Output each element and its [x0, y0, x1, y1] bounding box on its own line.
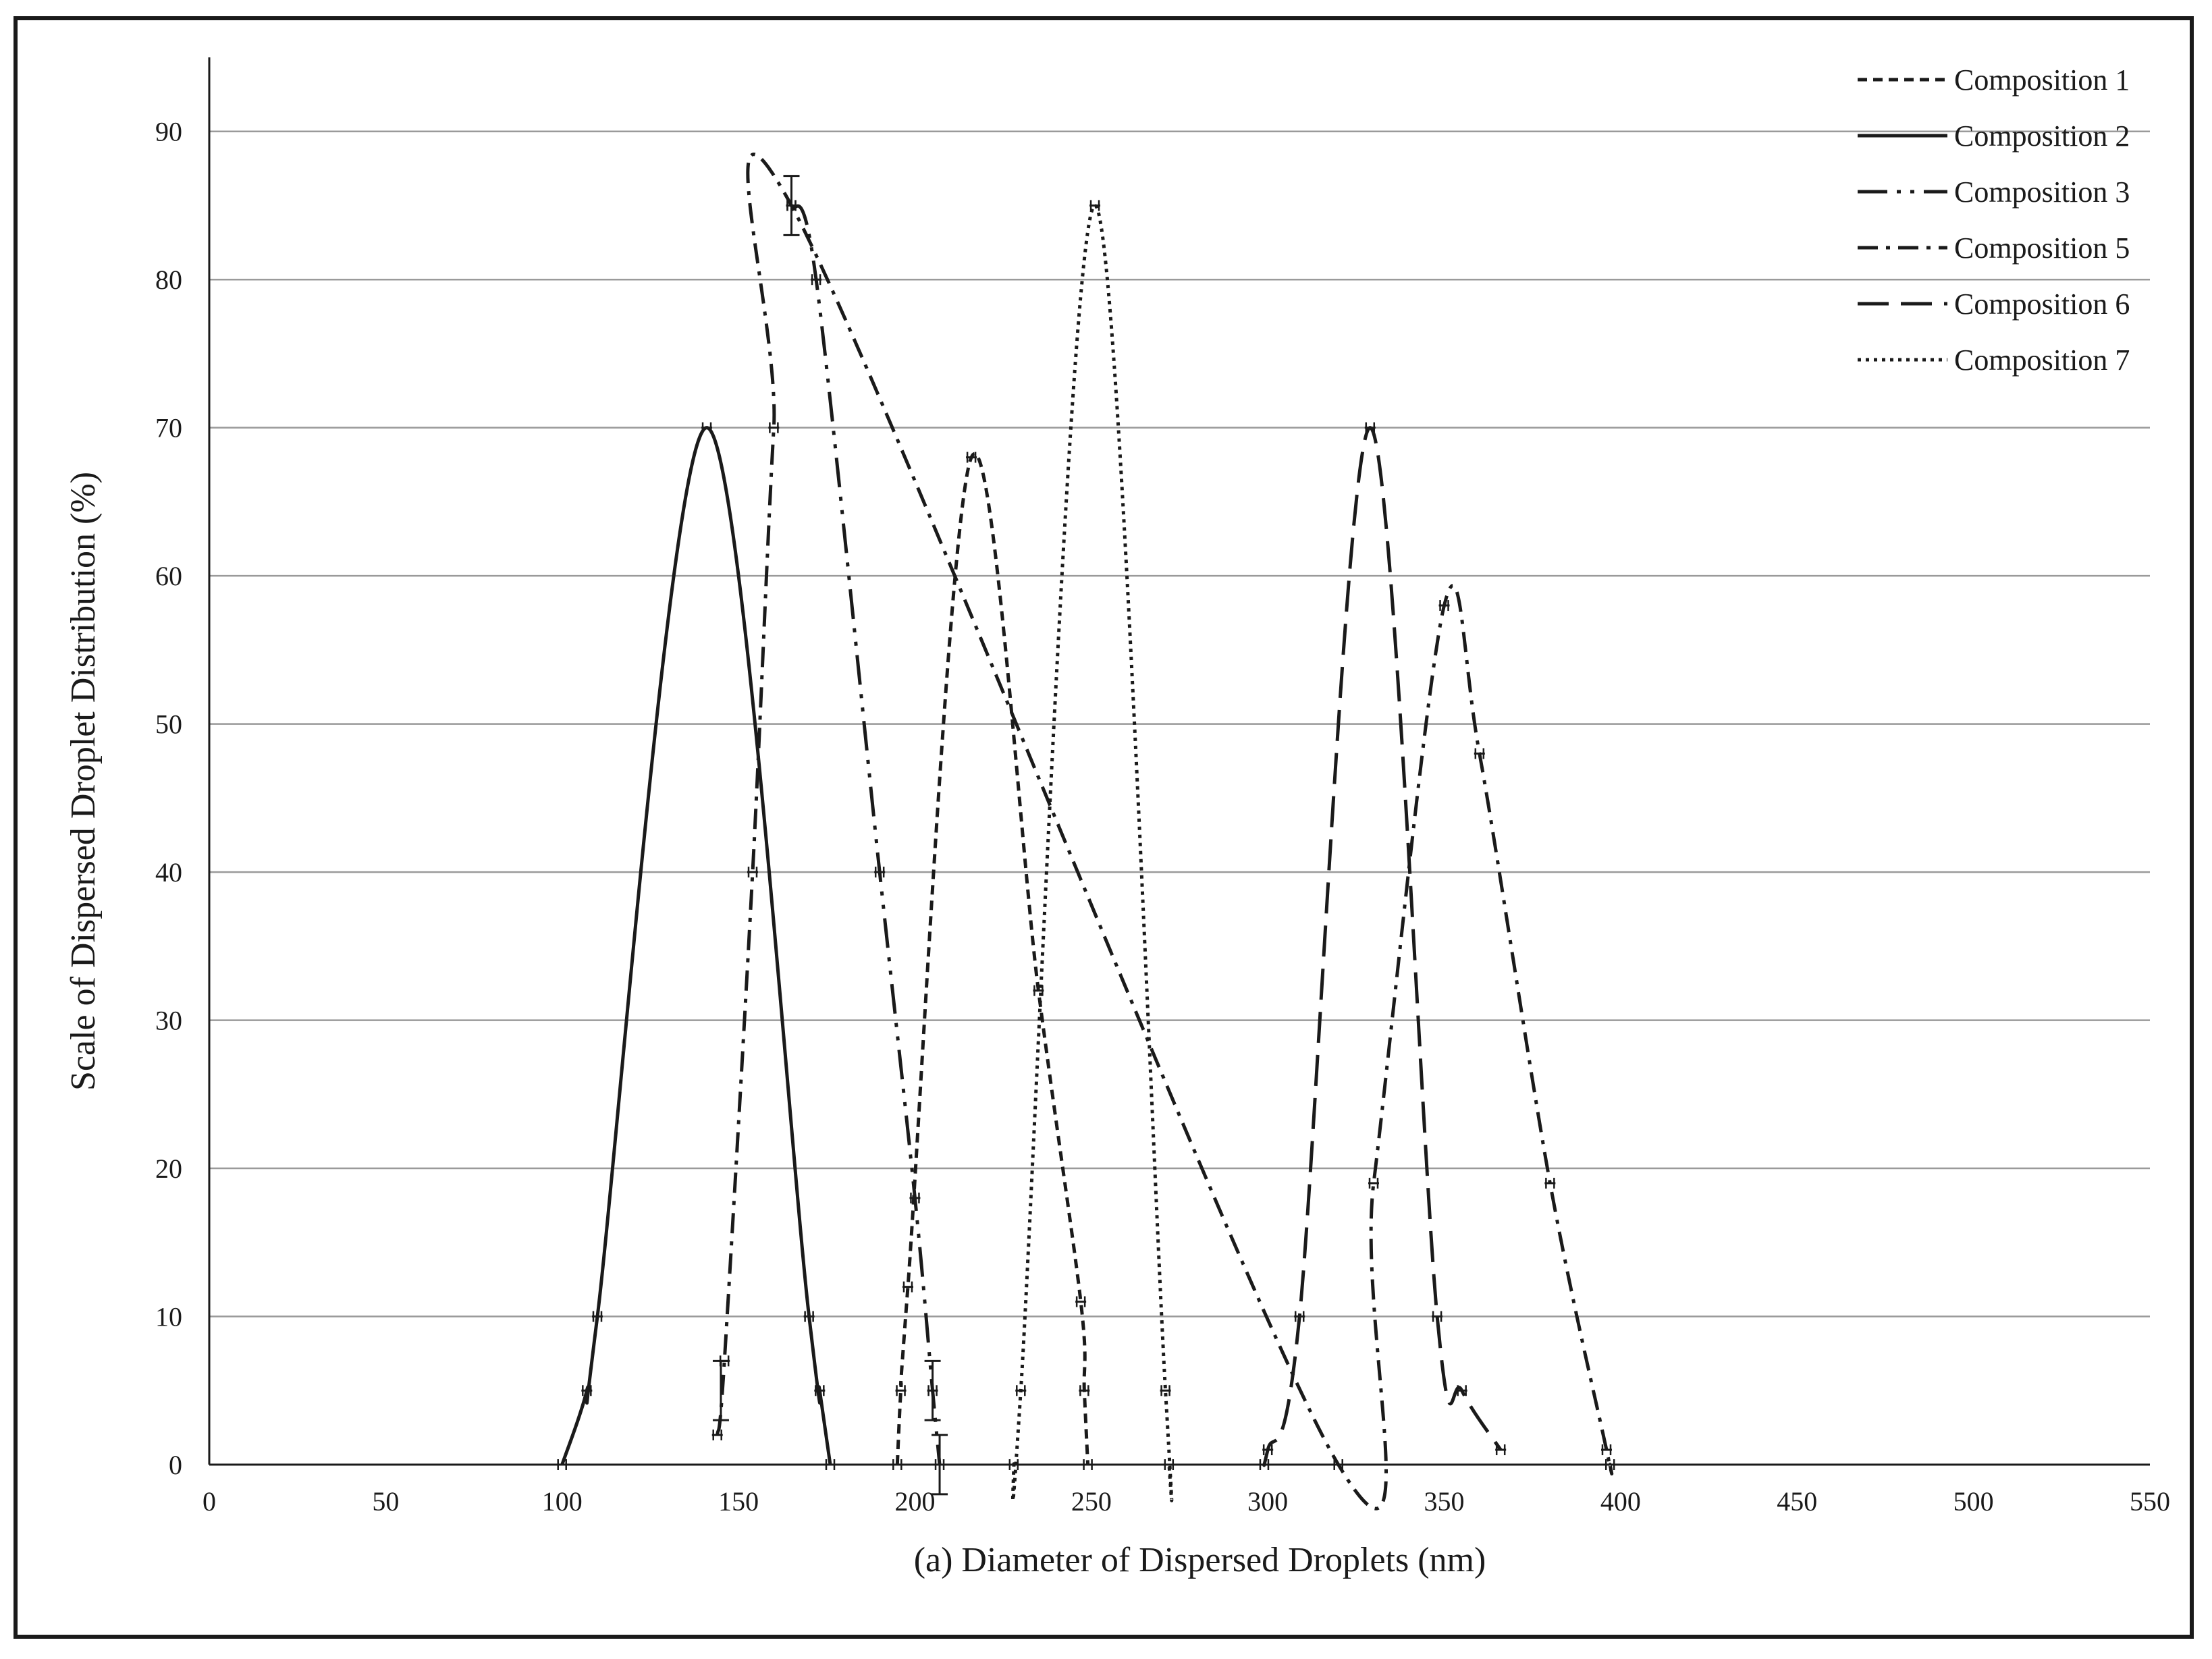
- series-line-4: [716, 153, 1614, 1511]
- x-tick-label: 250: [1071, 1486, 1112, 1517]
- legend-label-5: Composition 6: [1954, 288, 2130, 321]
- series-line-2: [560, 426, 832, 1465]
- y-tick-label: 30: [155, 1006, 182, 1036]
- series-lines: [556, 153, 1616, 1511]
- y-tick-label: 50: [155, 709, 182, 740]
- series-line-5: [1262, 426, 1503, 1467]
- legend-label-4: Composition 5: [1954, 232, 2130, 265]
- y-tick-label: 80: [155, 265, 182, 295]
- y-axis-title: Scale of Dispersed Droplet Distribution …: [64, 472, 103, 1091]
- grid-lines: [209, 130, 2150, 1317]
- x-tick-label: 300: [1247, 1486, 1288, 1517]
- y-tick-label: 90: [155, 117, 182, 147]
- legend-label-3: Composition 3: [1954, 175, 2130, 209]
- legend-label-1: Composition 1: [1954, 63, 2130, 97]
- series-line-3: [790, 204, 942, 1465]
- series-line-6: [1010, 203, 1174, 1502]
- legend-label-2: Composition 2: [1954, 119, 2130, 153]
- tick-labels: 0 10 20 30 40 50 60 70 80 90 0 50 100 150 200 250 300 350…: [155, 117, 2170, 1517]
- legend: Composition 1 Composition 2 Composition 3 C…: [1858, 63, 2130, 377]
- y-tick-label: 70: [155, 413, 182, 443]
- x-tick-label: 500: [1953, 1486, 1994, 1517]
- x-tick-label: 350: [1424, 1486, 1465, 1517]
- x-axis-title: (a) Diameter of Dispersed Droplets (nm): [914, 1541, 1486, 1579]
- y-tick-label: 20: [155, 1153, 182, 1184]
- chart-frame: [14, 16, 2194, 1639]
- series-line-1: [895, 452, 1090, 1465]
- y-tick-label: 60: [155, 561, 182, 591]
- y-tick-label: 40: [155, 857, 182, 888]
- axes: [208, 57, 2150, 1466]
- x-tick-label: 550: [2130, 1486, 2170, 1517]
- x-tick-label: 100: [542, 1486, 583, 1517]
- error-bars: [712, 175, 948, 1496]
- x-tick-label: 400: [1600, 1486, 1641, 1517]
- x-tick-label: 450: [1777, 1486, 1817, 1517]
- legend-label-6: Composition 7: [1954, 344, 2130, 377]
- y-tick-label: 10: [155, 1302, 182, 1332]
- x-tick-label: 0: [203, 1486, 216, 1517]
- x-tick-label: 50: [372, 1486, 399, 1517]
- x-tick-label: 200: [894, 1486, 935, 1517]
- x-tick-label: 150: [718, 1486, 759, 1517]
- y-tick-label: 0: [169, 1450, 182, 1480]
